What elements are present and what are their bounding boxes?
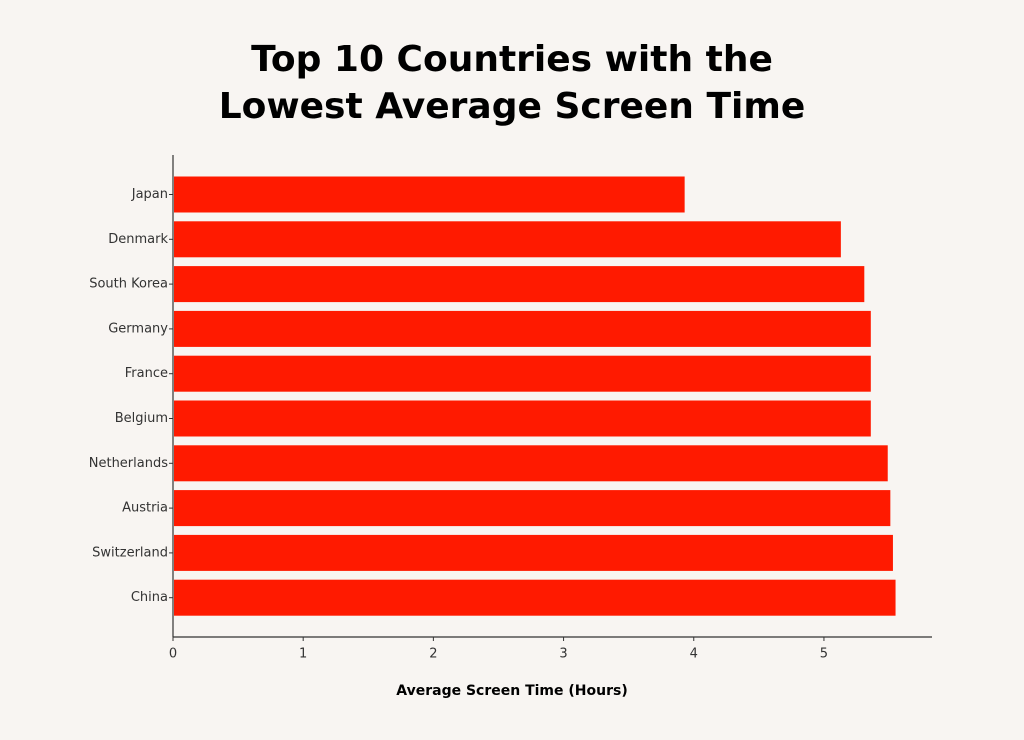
bar-denmark bbox=[174, 221, 841, 258]
chart-title-line-1: Top 10 Countries with the bbox=[251, 39, 773, 80]
y-tick-label: Belgium bbox=[115, 411, 168, 426]
x-tick-label: 1 bbox=[299, 647, 307, 662]
bar-germany bbox=[174, 310, 871, 347]
bar-switzerland bbox=[174, 534, 893, 571]
y-tick-label: France bbox=[125, 366, 168, 381]
chart-title: Top 10 Countries with the Lowest Average… bbox=[0, 36, 1024, 130]
y-tick-label: China bbox=[131, 590, 168, 605]
x-tick-label: 2 bbox=[429, 647, 437, 662]
x-tick-label: 3 bbox=[559, 647, 567, 662]
bar-france bbox=[174, 355, 871, 392]
bar-austria bbox=[174, 490, 891, 527]
y-tick-labels: Japan Denmark South Korea Germany France Belg… bbox=[89, 187, 173, 605]
y-tick-label: Germany bbox=[108, 321, 168, 336]
bar-belgium bbox=[174, 400, 871, 437]
bar-south-korea bbox=[174, 266, 865, 303]
x-tick-label: 0 bbox=[169, 647, 177, 662]
x-tick-label: 4 bbox=[690, 647, 698, 662]
y-tick-label: Denmark bbox=[108, 232, 168, 247]
y-tick-label: Switzerland bbox=[92, 545, 168, 560]
x-ticks: 0 1 2 3 4 5 bbox=[169, 637, 828, 662]
y-tick-label: South Korea bbox=[89, 277, 168, 292]
bar-china bbox=[174, 579, 896, 616]
y-tick-label: Netherlands bbox=[89, 456, 168, 471]
y-tick-label: Austria bbox=[122, 501, 168, 516]
chart-title-line-2: Lowest Average Screen Time bbox=[218, 86, 806, 127]
x-tick-label: 5 bbox=[820, 647, 828, 662]
y-tick-label: Japan bbox=[131, 187, 168, 202]
bar-japan bbox=[174, 176, 685, 213]
x-axis-title: Average Screen Time (Hours) bbox=[396, 683, 627, 699]
bar-netherlands bbox=[174, 445, 888, 482]
bars-group bbox=[174, 176, 896, 616]
